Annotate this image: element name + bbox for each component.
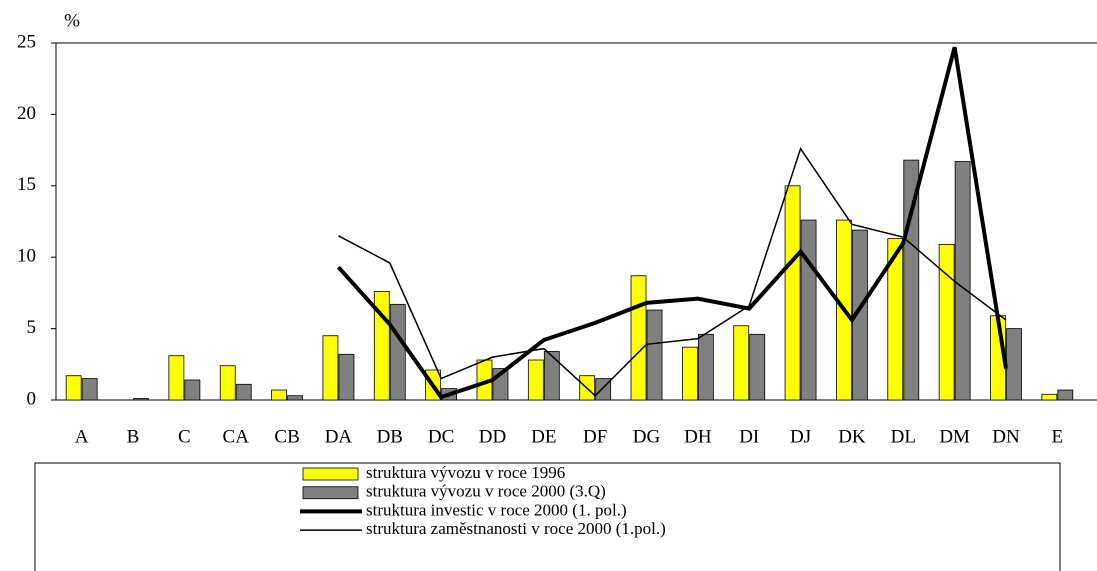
bar bbox=[271, 389, 287, 401]
bar bbox=[954, 161, 971, 401]
x-tick-label: B bbox=[127, 426, 140, 447]
legend-label: struktura zaměstnanosti v roce 2000 (1.p… bbox=[366, 519, 666, 538]
y-tick-label: 0 bbox=[27, 388, 37, 409]
x-tick-label: DJ bbox=[790, 426, 811, 447]
legend-label: struktura vývozu v roce 1996 bbox=[366, 463, 565, 482]
bar bbox=[527, 359, 544, 401]
x-tick-label: DI bbox=[739, 426, 759, 447]
bar bbox=[784, 185, 801, 401]
bar bbox=[1006, 328, 1022, 401]
x-tick-label: CB bbox=[274, 426, 299, 447]
legend-box bbox=[34, 462, 1061, 571]
x-tick-label: DF bbox=[583, 426, 607, 447]
x-tick-label: E bbox=[1052, 426, 1064, 447]
bar bbox=[389, 303, 406, 401]
bar bbox=[887, 238, 904, 401]
y-tick-label: 25 bbox=[17, 31, 36, 52]
x-tick-label: A bbox=[75, 426, 89, 447]
y-axis-label: % bbox=[64, 10, 80, 31]
x-tick-label: DE bbox=[531, 426, 556, 447]
x-tick-label: DM bbox=[939, 426, 970, 447]
legend-label: struktura investic v roce 2000 (1. pol.) bbox=[366, 500, 627, 519]
bar bbox=[338, 353, 355, 401]
legend-label: struktura vývozu v roce 2000 (3.Q) bbox=[366, 482, 606, 501]
x-tick-label: DB bbox=[377, 426, 403, 447]
line bbox=[338, 146, 1007, 397]
y-tick-label: 10 bbox=[17, 246, 36, 267]
x-tick-label: DC bbox=[428, 426, 454, 447]
bar bbox=[749, 333, 766, 401]
bar bbox=[1057, 389, 1074, 401]
bar bbox=[800, 219, 817, 401]
x-tick-label: DN bbox=[992, 426, 1020, 447]
bar bbox=[630, 275, 647, 401]
bar bbox=[184, 379, 201, 401]
x-tick-label: CA bbox=[223, 426, 250, 447]
bar bbox=[646, 309, 663, 401]
bar bbox=[1041, 393, 1058, 401]
bar bbox=[287, 395, 303, 401]
bar bbox=[81, 378, 98, 401]
x-tick-label: DH bbox=[684, 426, 712, 447]
bar bbox=[235, 383, 252, 401]
bar bbox=[681, 346, 698, 401]
y-tick-label: 20 bbox=[17, 103, 36, 124]
bar bbox=[65, 375, 82, 401]
x-tick-label: DA bbox=[325, 426, 353, 447]
bar bbox=[852, 229, 868, 401]
legend-swatch bbox=[302, 467, 359, 481]
x-tick-label: DD bbox=[479, 426, 506, 447]
x-tick-label: DG bbox=[633, 426, 661, 447]
bar bbox=[697, 333, 714, 401]
y-tick-label: 5 bbox=[27, 317, 37, 338]
bar bbox=[219, 365, 236, 401]
bar bbox=[168, 355, 185, 401]
bar bbox=[322, 335, 339, 401]
bar bbox=[938, 243, 955, 401]
x-tick-label: DL bbox=[891, 426, 916, 447]
x-tick-label: C bbox=[178, 426, 191, 447]
legend-swatch bbox=[302, 486, 359, 500]
y-tick-label: 15 bbox=[17, 174, 36, 195]
bar bbox=[133, 398, 149, 401]
bar bbox=[543, 351, 560, 401]
bar bbox=[733, 325, 750, 401]
x-tick-label: DK bbox=[838, 426, 866, 447]
line bbox=[336, 46, 1008, 400]
